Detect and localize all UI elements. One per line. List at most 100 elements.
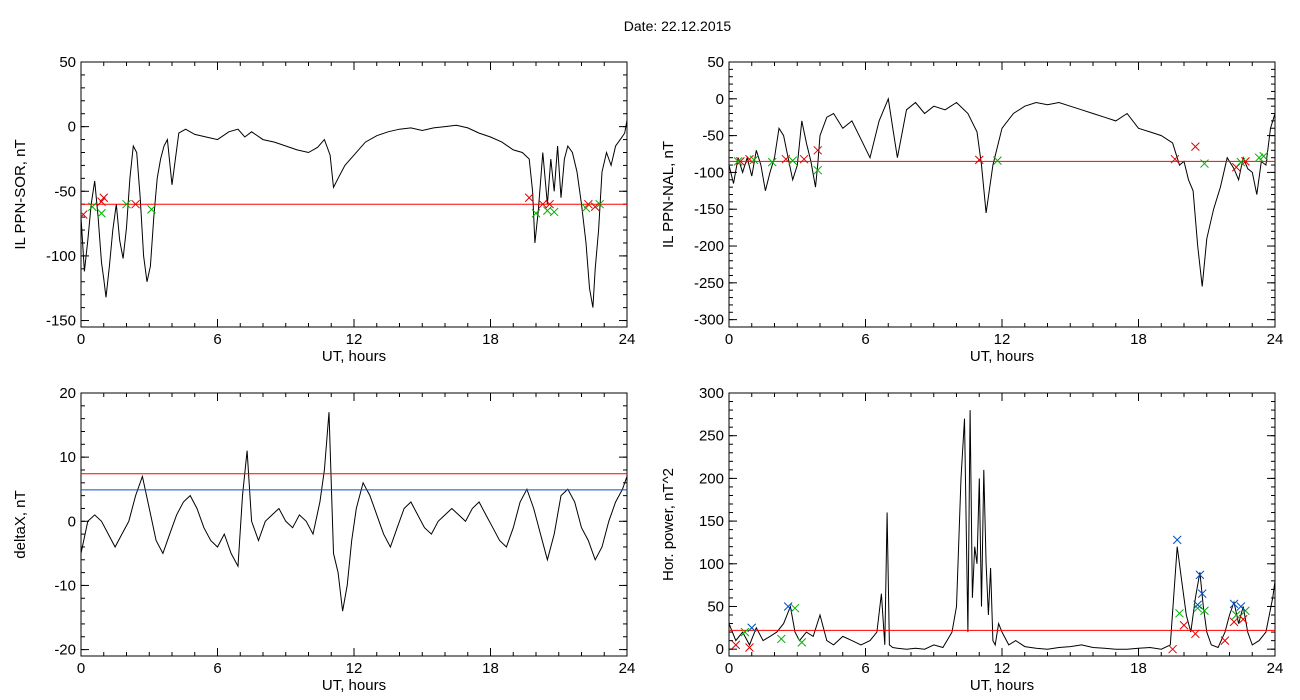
green-x-marker — [733, 157, 743, 166]
y-tick-label: 0 — [68, 513, 76, 530]
x-tick-label: 18 — [1130, 660, 1147, 677]
x-axis-label: UT, hours — [970, 348, 1034, 365]
green-x-marker — [549, 207, 559, 217]
y-tick-label: -150 — [46, 313, 76, 330]
y-tick-label: -10 — [54, 577, 76, 594]
x-tick-label: 0 — [725, 660, 733, 677]
green-x-marker — [88, 202, 97, 212]
blue-x-marker — [747, 623, 757, 633]
x-tick-label: 24 — [619, 660, 636, 677]
red-x-marker — [99, 193, 109, 203]
y-tick-label: -50 — [702, 128, 724, 145]
red-x-marker — [538, 199, 548, 209]
red-x-marker — [1170, 154, 1180, 164]
y-tick-label: -50 — [54, 183, 76, 200]
y-tick-label: 0 — [716, 91, 724, 108]
x-tick-label: 18 — [1130, 331, 1147, 348]
y-tick-label: -100 — [694, 164, 724, 181]
y-tick-label: 50 — [59, 54, 76, 71]
red-x-marker — [1191, 629, 1200, 639]
data-line — [729, 96, 1275, 287]
x-tick-label: 12 — [346, 331, 363, 348]
y-tick-label: -150 — [694, 201, 724, 218]
y-axis-label: IL PPN-SOR, nT — [12, 139, 29, 249]
red-x-marker — [781, 154, 791, 164]
plot-frame — [80, 61, 628, 328]
green-x-marker — [1231, 610, 1241, 620]
x-tick-label: 6 — [861, 331, 869, 348]
y-axis-label: IL PPN-NAL, nT — [660, 141, 677, 248]
blue-x-marker — [1195, 570, 1205, 580]
red-x-marker — [131, 199, 140, 209]
y-tick-label: 0 — [716, 641, 724, 658]
green-x-marker — [740, 627, 750, 637]
green-x-marker — [543, 206, 552, 216]
x-axis-label: UT, hours — [322, 677, 386, 694]
green-x-marker — [776, 634, 786, 644]
y-tick-label: 250 — [699, 428, 724, 445]
red-x-marker — [813, 145, 823, 155]
y-tick-label: 0 — [68, 119, 76, 136]
x-axis-label: UT, hours — [322, 348, 386, 365]
red-x-marker — [1220, 636, 1230, 645]
red-x-marker — [1191, 142, 1200, 152]
green-x-marker — [749, 155, 759, 165]
x-tick-label: 6 — [213, 660, 221, 677]
red-x-marker — [590, 202, 600, 212]
red-x-marker — [524, 193, 534, 203]
red-x-marker — [974, 155, 984, 165]
green-x-marker — [813, 165, 823, 175]
green-x-marker — [122, 199, 131, 209]
red-x-marker — [799, 154, 809, 164]
red-x-marker — [1168, 644, 1177, 654]
green-x-marker — [1175, 608, 1184, 618]
x-tick-label: 0 — [725, 331, 733, 348]
y-tick-label: -100 — [46, 248, 76, 265]
red-x-marker — [545, 199, 555, 209]
green-x-marker — [767, 157, 777, 167]
chart-panel-4: 0 6 12 18 24 300 250 200 150 100 50 0 UT, hours Hor. … — [660, 385, 1283, 694]
y-tick-label: 10 — [59, 449, 76, 466]
x-tick-label: 0 — [77, 660, 85, 677]
x-tick-label: 24 — [1267, 660, 1284, 677]
green-x-marker — [531, 208, 541, 218]
red-x-marker — [1229, 617, 1239, 627]
y-tick-label: 300 — [699, 385, 724, 402]
green-x-marker — [1200, 606, 1209, 616]
green-x-marker — [1200, 159, 1209, 168]
y-axis-label: Hor. power, nT^2 — [660, 468, 677, 581]
x-tick-label: 6 — [213, 331, 221, 348]
y-tick-label: 100 — [699, 556, 724, 573]
red-x-marker — [1179, 620, 1189, 630]
series-group — [729, 410, 1275, 654]
red-x-marker — [745, 643, 754, 652]
red-x-marker — [97, 197, 106, 206]
data-line — [81, 120, 627, 308]
blue-x-marker — [1197, 589, 1207, 599]
blue-x-marker — [1172, 535, 1182, 545]
green-x-marker — [797, 637, 807, 647]
x-tick-label: 18 — [482, 660, 499, 677]
y-axis-label: deltaX, nT — [12, 490, 29, 558]
x-tick-label: 24 — [619, 331, 636, 348]
red-x-marker — [731, 640, 741, 650]
green-x-marker — [595, 199, 605, 209]
y-tick-label: 20 — [59, 385, 76, 402]
blue-x-marker — [783, 602, 793, 611]
y-tick-label: 200 — [699, 470, 724, 487]
chart-panel-2: 0 6 12 18 24 50 0 -50 -100 -150 -200 -250 -300 UT, ho… — [660, 54, 1283, 365]
y-tick-label: 150 — [699, 513, 724, 530]
x-tick-label: 12 — [994, 331, 1011, 348]
x-tick-label: 12 — [346, 660, 363, 677]
x-axis-label: UT, hours — [970, 677, 1034, 694]
chart-panel-1: 0 6 12 18 24 50 0 -50 -100 -150 UT, hours IL PPN-SO… — [12, 54, 635, 365]
y-tick-label: -250 — [694, 275, 724, 292]
green-x-marker — [993, 156, 1002, 165]
green-x-marker — [1193, 603, 1203, 613]
x-tick-label: 12 — [994, 660, 1011, 677]
green-x-marker — [97, 208, 106, 218]
series-group — [729, 96, 1275, 287]
data-line — [729, 410, 1275, 650]
y-tick-label: -200 — [694, 238, 724, 255]
